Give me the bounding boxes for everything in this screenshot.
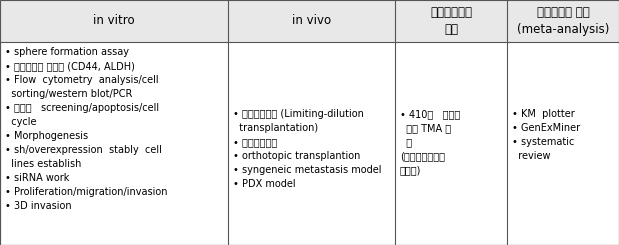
- Text: in vitro: in vitro: [93, 14, 135, 27]
- Text: • 종양개시능력 (Limiting-dilution
  transplantation)
• 종양전이모델
• orthotopic transplanti: • 종양개시능력 (Limiting-dilution transplantat…: [233, 109, 381, 189]
- Text: • KM  plotter
• GenExMiner
• systematic
  review: • KM plotter • GenExMiner • systematic r…: [512, 109, 580, 161]
- Bar: [0, 0, 619, 42]
- Text: 임상병리학적
분석: 임상병리학적 분석: [430, 6, 472, 36]
- Text: • sphere formation assay
• 암줄기세포 표지자 (CD44, ALDH)
• Flow  cytometry  analysis/ce: • sphere formation assay • 암줄기세포 표지자 (CD…: [5, 47, 168, 211]
- Text: 생물정보학 분석
(meta-analysis): 생물정보학 분석 (meta-analysis): [517, 6, 609, 36]
- Text: in vivo: in vivo: [292, 14, 331, 27]
- Text: • 410명   유방암
  환자 TMA 분
  석
(서울대학교병원
코호트): • 410명 유방암 환자 TMA 분 석 (서울대학교병원 코호트): [400, 109, 461, 175]
